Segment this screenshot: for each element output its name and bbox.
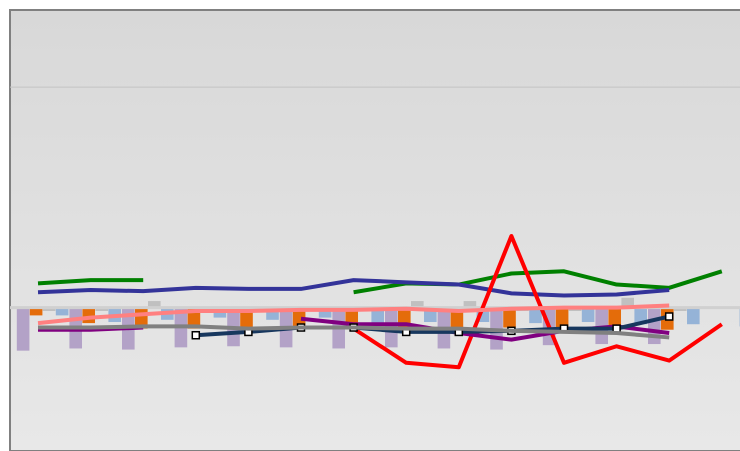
bar <box>674 307 687 311</box>
bar <box>463 301 477 308</box>
line-series-group <box>37 234 723 370</box>
series-line <box>38 324 670 340</box>
bar <box>555 307 569 328</box>
bar <box>608 307 622 330</box>
bar <box>371 307 385 324</box>
bar <box>42 307 56 311</box>
bar <box>581 307 595 323</box>
bar <box>621 297 635 308</box>
bar <box>16 307 30 351</box>
bar <box>411 301 424 308</box>
bar <box>503 307 516 328</box>
bar <box>687 307 700 325</box>
bar <box>29 307 43 316</box>
bar <box>634 307 648 325</box>
series-line <box>37 278 144 286</box>
bar <box>529 307 542 324</box>
line-series <box>37 303 670 326</box>
bar <box>318 307 332 318</box>
bar <box>55 307 69 316</box>
data-point-marker <box>664 312 674 321</box>
series-line <box>37 303 670 326</box>
series-line <box>352 234 723 370</box>
bar <box>82 307 96 324</box>
bar <box>292 307 306 327</box>
plot-area <box>9 9 740 451</box>
bar <box>648 307 661 345</box>
series-line <box>37 278 670 298</box>
data-point-marker <box>191 330 201 340</box>
line-series <box>352 234 723 370</box>
bar <box>95 307 109 311</box>
line-series <box>38 324 670 340</box>
bar <box>148 301 161 308</box>
line-series <box>37 278 670 298</box>
